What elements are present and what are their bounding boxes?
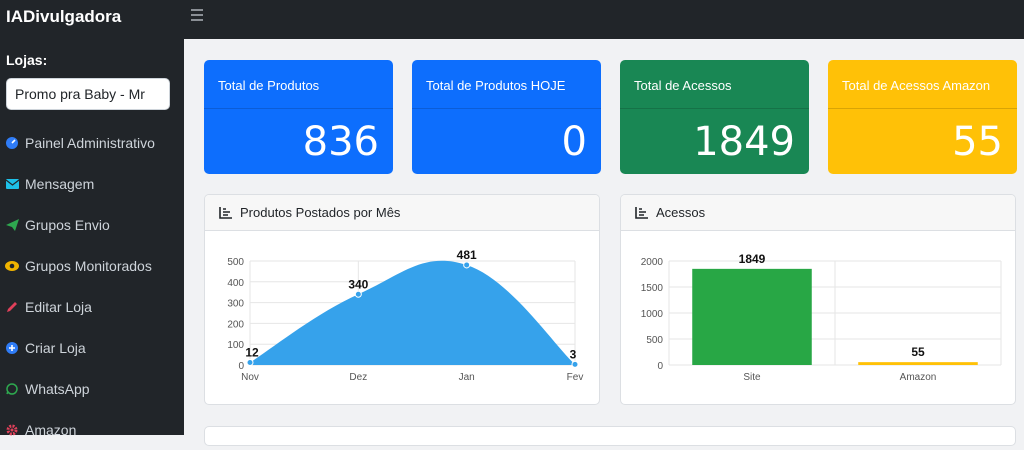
access-bar-chart: 0 500 1000 1500 2000 1849 Site 55 Amazon bbox=[641, 252, 1002, 383]
products-chart-panel: Produtos Postados por Mês 0 100 200 300 400 5… bbox=[204, 194, 600, 405]
area-series bbox=[250, 260, 575, 365]
y-tick-label: 100 bbox=[227, 340, 244, 351]
sidebar-item-label: Grupos Envio bbox=[25, 216, 110, 233]
plus-circle-icon bbox=[5, 341, 19, 355]
y-tick-label: 500 bbox=[227, 257, 244, 268]
bar bbox=[858, 362, 978, 365]
dashboard-icon bbox=[5, 136, 19, 150]
chart-icon bbox=[635, 206, 648, 219]
stat-card-acessos-amazon: Total de Acessos Amazon 55 bbox=[828, 60, 1017, 174]
products-area-chart: 0 100 200 300 400 500 Nov Dez Jan Fev 12 340 481 3 bbox=[227, 248, 584, 383]
sidebar: IADivulgadora Lojas: Promo pra Baby - Mr… bbox=[0, 0, 184, 438]
store-select[interactable]: Promo pra Baby - Mr bbox=[6, 78, 170, 110]
sidebar-item-grupos-envio[interactable]: Grupos Envio bbox=[0, 204, 184, 245]
sidebar-nav: Painel Administrativo Mensagem Grupos En… bbox=[0, 122, 184, 450]
sidebar-item-label: Criar Loja bbox=[25, 339, 86, 356]
data-label: 481 bbox=[457, 248, 477, 262]
sidebar-item-mensagem[interactable]: Mensagem bbox=[0, 163, 184, 204]
envelope-icon bbox=[5, 177, 19, 191]
data-label: 3 bbox=[570, 347, 577, 361]
sidebar-item-label: WhatsApp bbox=[25, 380, 90, 397]
panel-title: Produtos Postados por Mês bbox=[240, 205, 401, 220]
sidebar-item-whatsapp[interactable]: WhatsApp bbox=[0, 368, 184, 409]
eye-icon bbox=[5, 259, 19, 273]
y-tick-label: 300 bbox=[227, 299, 244, 310]
chart-icon bbox=[219, 206, 232, 219]
sidebar-item-label: Mensagem bbox=[25, 175, 95, 192]
data-label: 1849 bbox=[739, 252, 766, 266]
pencil-icon bbox=[5, 300, 19, 314]
x-tick-label: Nov bbox=[241, 372, 259, 383]
whatsapp-icon bbox=[5, 382, 19, 396]
stores-label: Lojas: bbox=[6, 52, 48, 68]
stat-card-title: Total de Produtos bbox=[204, 60, 393, 109]
data-point bbox=[463, 261, 471, 269]
panel-header: Produtos Postados por Mês bbox=[205, 195, 599, 231]
app-title[interactable]: IADivulgadora bbox=[6, 7, 122, 26]
stat-card-produtos-hoje: Total de Produtos HOJE 0 bbox=[412, 60, 601, 174]
panel-title: Acessos bbox=[656, 205, 706, 220]
y-tick-label: 0 bbox=[657, 361, 663, 372]
y-tick-label: 0 bbox=[238, 361, 244, 372]
stat-card-title: Total de Acessos bbox=[620, 60, 809, 109]
sidebar-item-label: Grupos Monitorados bbox=[25, 257, 152, 274]
x-tick-label: Amazon bbox=[900, 372, 937, 383]
y-tick-label: 200 bbox=[227, 319, 244, 330]
data-point bbox=[571, 360, 579, 368]
menu-toggle-icon[interactable] bbox=[191, 9, 203, 21]
data-point bbox=[246, 359, 254, 367]
x-tick-label: Site bbox=[743, 372, 761, 383]
stat-card-value: 55 bbox=[952, 119, 1003, 165]
stat-card-value: 1849 bbox=[693, 119, 795, 165]
sidebar-item-label: Editar Loja bbox=[25, 298, 92, 315]
sidebar-item-painel[interactable]: Painel Administrativo bbox=[0, 122, 184, 163]
data-point bbox=[354, 290, 362, 298]
bar bbox=[692, 268, 812, 365]
sidebar-item-grupos-monitorados[interactable]: Grupos Monitorados bbox=[0, 245, 184, 286]
x-tick-label: Jan bbox=[459, 372, 475, 383]
stat-card-total-produtos: Total de Produtos 836 bbox=[204, 60, 393, 174]
stat-card-total-acessos: Total de Acessos 1849 bbox=[620, 60, 809, 174]
bottom-panel bbox=[204, 426, 1016, 446]
data-label: 55 bbox=[911, 345, 925, 359]
stat-card-title: Total de Produtos HOJE bbox=[412, 60, 601, 109]
sidebar-item-amazon[interactable]: Amazon bbox=[0, 409, 184, 450]
send-icon bbox=[5, 218, 19, 232]
panel-header: Acessos bbox=[621, 195, 1015, 231]
y-tick-label: 1000 bbox=[641, 309, 664, 320]
y-tick-label: 400 bbox=[227, 278, 244, 289]
data-label: 340 bbox=[348, 277, 368, 291]
y-tick-label: 1500 bbox=[641, 283, 664, 294]
y-tick-label: 500 bbox=[646, 335, 663, 346]
stat-card-value: 836 bbox=[302, 119, 379, 165]
stat-card-title: Total de Acessos Amazon bbox=[828, 60, 1017, 109]
stat-card-value: 0 bbox=[561, 119, 587, 165]
gear-icon bbox=[5, 423, 19, 437]
sidebar-item-label: Amazon bbox=[25, 421, 77, 438]
x-tick-label: Dez bbox=[349, 372, 367, 383]
topbar bbox=[184, 0, 1024, 39]
access-chart-panel: Acessos 0 500 1000 1500 2000 1849 Site 55 Amazon bbox=[620, 194, 1016, 405]
sidebar-item-editar-loja[interactable]: Editar Loja bbox=[0, 286, 184, 327]
sidebar-item-criar-loja[interactable]: Criar Loja bbox=[0, 327, 184, 368]
x-tick-label: Fev bbox=[567, 372, 584, 383]
y-tick-label: 2000 bbox=[641, 257, 664, 268]
data-label: 12 bbox=[245, 346, 259, 360]
sidebar-item-label: Painel Administrativo bbox=[25, 134, 155, 151]
